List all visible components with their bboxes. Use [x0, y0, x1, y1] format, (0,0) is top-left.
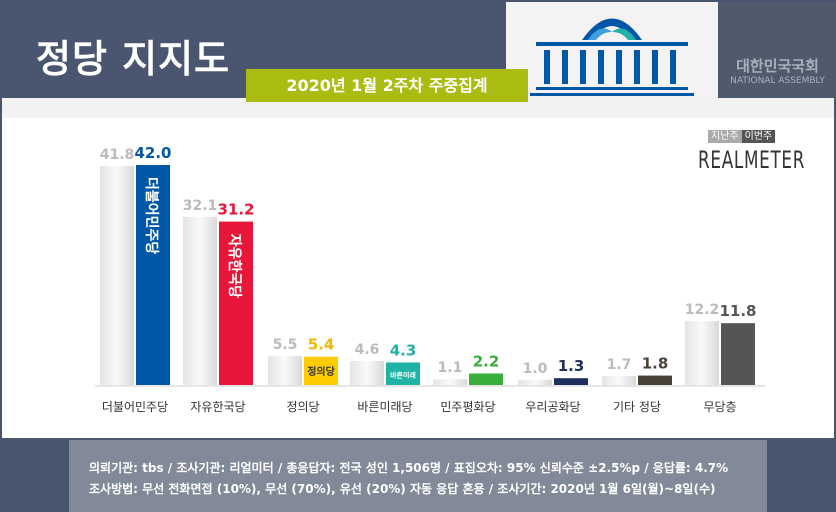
- value-label-prev: 5.5: [273, 337, 298, 353]
- category-label: 우리공화당: [525, 400, 580, 414]
- category-label: 더불어민주당: [102, 400, 168, 414]
- value-label-curr: 4.3: [390, 341, 417, 359]
- bar-curr: [469, 373, 503, 385]
- category-label: 무당층: [703, 400, 736, 414]
- assembly-en: NATIONAL ASSEMBLY: [730, 76, 825, 86]
- bar-prev: [602, 376, 636, 385]
- value-label-prev: 12.2: [685, 302, 720, 318]
- category-label: 정의당: [286, 400, 319, 414]
- bar-curr: [219, 221, 253, 385]
- bar-curr: [304, 356, 338, 385]
- party-logo: 자유한국당: [226, 234, 243, 299]
- chart-band: [2, 98, 834, 118]
- category-label: 기타 정당: [613, 400, 661, 414]
- value-label-prev: 1.0: [523, 361, 548, 377]
- value-label-curr: 1.8: [642, 355, 669, 373]
- assembly-kr: 대한민국국회: [736, 57, 819, 75]
- value-label-curr: 5.4: [308, 336, 335, 354]
- bar-curr: [136, 165, 170, 385]
- bar-prev: [100, 166, 134, 385]
- value-label-curr: 42.0: [134, 144, 171, 162]
- footer: 의뢰기관: tbs / 조사기관: 리얼미터 / 총응답자: 전국 성인 1,5…: [69, 440, 767, 512]
- legend: 지난주 이번주: [708, 127, 776, 143]
- page-title: 정당 지지도: [36, 37, 231, 81]
- value-label-curr: 2.2: [473, 352, 500, 370]
- value-label-curr: 1.3: [558, 357, 585, 375]
- legend-curr: 이번주: [741, 130, 776, 143]
- bar-prev: [518, 379, 552, 385]
- realmeter-logo: REALMETER: [698, 146, 806, 174]
- national-assembly-label: 대한민국국회 NATIONAL ASSEMBLY: [719, 2, 836, 98]
- bar-prev: [183, 216, 217, 385]
- value-label-curr: 11.8: [719, 302, 756, 320]
- bar-curr: [721, 323, 755, 385]
- party-logo: 바른미래: [390, 371, 416, 380]
- party-logo: 더불어민주당: [143, 177, 160, 254]
- bar-prev: [685, 321, 719, 385]
- bar-curr: [638, 375, 672, 385]
- bar-prev: [268, 356, 302, 385]
- category-label: 바른미래당: [357, 400, 412, 414]
- footer-line2: 조사방법: 무선 전화면접 (10%), 무선 (70%), 유선 (20%) …: [89, 482, 716, 496]
- value-label-prev: 4.6: [355, 342, 380, 358]
- value-label-curr: 31.2: [217, 201, 254, 219]
- assembly-building-icon: [530, 18, 694, 96]
- national-assembly-logo: [506, 2, 718, 98]
- subtitle: 2020년 1월 2주차 주중집계: [246, 69, 528, 102]
- party-logo: 정의당: [307, 365, 335, 378]
- category-label: 민주평화당: [440, 400, 495, 414]
- value-label-prev: 41.8: [100, 147, 135, 163]
- bar-prev: [350, 360, 384, 385]
- value-label-prev: 32.1: [183, 198, 218, 214]
- value-label-prev: 1.7: [607, 357, 632, 373]
- bar-curr: [386, 362, 420, 385]
- category-label: 자유한국당: [190, 400, 245, 414]
- bar-prev: [433, 379, 467, 385]
- footer-line1: 의뢰기관: tbs / 조사기관: 리얼미터 / 총응답자: 전국 성인 1,5…: [89, 461, 729, 475]
- value-label-prev: 1.1: [438, 360, 463, 376]
- legend-prev: 지난주: [708, 130, 742, 143]
- bar-curr: [554, 378, 588, 385]
